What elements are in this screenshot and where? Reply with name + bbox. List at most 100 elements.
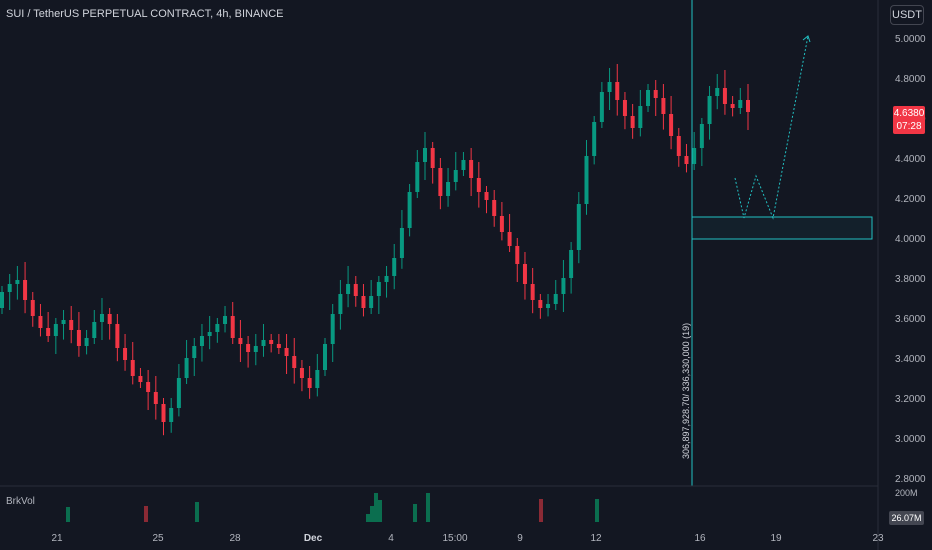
candle-body [23,280,28,300]
candle-body [130,360,135,376]
drawing-annotations[interactable] [691,0,873,486]
time-tick-label: 4 [388,533,394,544]
candle-body [153,392,158,404]
candle-body [661,98,666,114]
candle-body [446,182,451,196]
candle-body [515,246,520,264]
volume-bar [374,493,378,522]
candle-body [161,404,166,422]
volume-scale-label: 200M [895,488,918,498]
candle-body [346,284,351,294]
candle-body [369,296,374,308]
candle-body [253,346,258,352]
candle-body [576,204,581,250]
candle-body [384,276,389,282]
projection-path[interactable] [734,35,809,220]
time-tick-label: Dec [303,533,323,544]
candle-body [507,232,512,246]
price-tick-label: 4.0000 [895,234,926,245]
candle-body [330,314,335,344]
candle-body [353,284,358,296]
candle-body [607,82,612,92]
candle-body [53,324,58,336]
candle-body [422,148,427,162]
candle-body [730,104,735,108]
last-price-value: 4.6380 [893,108,925,119]
candle-body [415,162,420,192]
candle-body [722,88,727,104]
volume-bar [595,499,599,522]
demand-zone-box[interactable] [691,216,873,240]
price-tick-label: 2.8000 [895,474,926,485]
price-tick-label: 4.8000 [895,74,926,85]
time-tick-label: 25 [152,533,164,544]
candle-body [0,292,4,308]
volume-current-badge: 26.07M [889,511,924,525]
time-tick-label: 19 [770,533,782,544]
candle-body [299,368,304,378]
candle-body [484,192,489,200]
price-tick-label: 4.2000 [895,194,926,205]
candle-body [115,324,120,348]
volume-bars [66,493,599,522]
candle-body [653,90,658,98]
vertical-line-label: 306,897,928.70/ 336,330,000 (19) [681,322,691,459]
candle-body [199,336,204,346]
candle-body [192,346,197,358]
candle-body [261,340,266,346]
candle-body [453,170,458,182]
candle-body [569,250,574,278]
candle-body [492,200,497,216]
candle-body [746,100,750,112]
candle-body [715,88,720,96]
candle-body [123,348,128,360]
time-tick-label: 23 [872,533,884,544]
candle-body [684,156,689,164]
volume-bar [413,504,417,522]
candle-body [15,280,20,284]
projection-arrowhead [802,35,811,43]
countdown-timer: 07:28 [896,121,922,132]
candle-body [538,300,543,308]
candle-body [7,284,12,292]
candle-body [376,282,381,296]
candle-body [292,356,297,368]
candle-body [599,92,604,122]
candle-body [407,192,412,228]
volume-indicator-name[interactable]: BrkVol [6,496,35,507]
candle-body [430,148,435,168]
candle-body [622,100,627,116]
candle-body [184,358,189,378]
candle-body [276,344,281,348]
candle-body [530,284,535,300]
candle-body [461,160,466,170]
candle-body [638,106,643,128]
candle-body [223,316,228,324]
time-tick-label: 12 [590,533,602,544]
candle-body [38,316,43,328]
candle-body [499,216,504,232]
volume-bar [370,506,374,522]
candle-body [315,370,320,388]
price-tick-label: 3.4000 [895,354,926,365]
candle-body [399,228,404,258]
candle-body [615,82,620,100]
chart-title: SUI / TetherUS PERPETUAL CONTRACT, 4h, B… [6,8,284,20]
candle-body [707,96,712,124]
candle-body [246,344,251,352]
candle-body [561,278,566,294]
volume-bar [66,507,70,522]
candle-body [269,340,274,344]
candlestick-series [0,64,750,436]
last-price-badge: 4.6380 07:28 [893,106,925,134]
candle-body [646,90,651,106]
volume-bar [426,493,430,522]
candle-body [592,122,597,156]
price-tick-label: 5.0000 [895,34,926,45]
currency-button[interactable]: USDT [890,5,924,25]
candle-body [30,300,35,316]
time-tick-label: 16 [694,533,706,544]
volume-bar [378,500,382,522]
candle-body [99,314,104,322]
